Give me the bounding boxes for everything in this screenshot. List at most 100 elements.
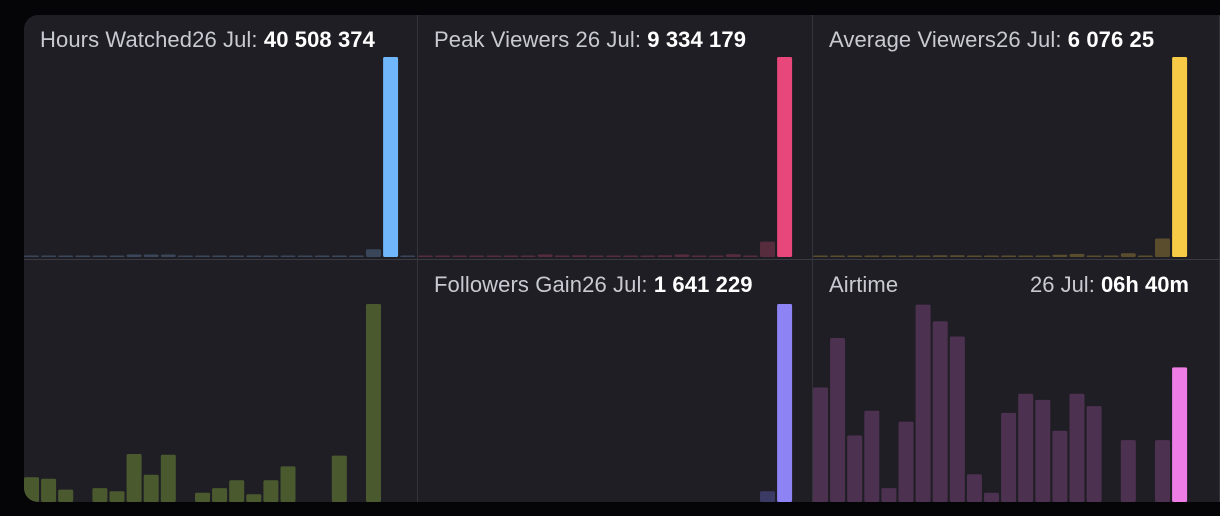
- chatters-bar[interactable]: [246, 494, 262, 502]
- hours-watched-bar[interactable]: [212, 255, 228, 258]
- average-viewers-bar[interactable]: [864, 255, 880, 258]
- hours-watched-bar[interactable]: [263, 255, 279, 258]
- hours-watched-bar[interactable]: [348, 255, 364, 258]
- airtime-bar[interactable]: [1172, 367, 1188, 502]
- chatters-bar[interactable]: [229, 480, 245, 502]
- chatters-bar[interactable]: [41, 478, 57, 502]
- average-viewers-bar[interactable]: [830, 255, 846, 258]
- average-viewers-bar[interactable]: [1001, 255, 1017, 258]
- followers-gain-bar[interactable]: [777, 304, 793, 502]
- hours-watched-bar[interactable]: [280, 255, 296, 258]
- chatters-bar[interactable]: [212, 488, 228, 502]
- chatters-bar[interactable]: [143, 474, 159, 502]
- airtime-bar[interactable]: [1069, 393, 1085, 502]
- hours-watched-bar[interactable]: [58, 255, 74, 258]
- average-viewers-bar[interactable]: [813, 255, 828, 258]
- peak-viewers-bar[interactable]: [640, 255, 656, 258]
- airtime-bar[interactable]: [813, 387, 828, 503]
- hours-watched-bar[interactable]: [297, 255, 313, 258]
- peak-viewers-bar[interactable]: [537, 254, 553, 258]
- airtime-bar[interactable]: [1086, 406, 1102, 502]
- peak-viewers-bar[interactable]: [554, 255, 570, 258]
- peak-viewers-bar[interactable]: [777, 57, 793, 257]
- average-viewers-bar[interactable]: [1103, 255, 1119, 258]
- airtime-bar[interactable]: [898, 421, 914, 502]
- peak-viewers-bar[interactable]: [623, 255, 639, 258]
- average-viewers-bar[interactable]: [984, 255, 999, 258]
- peak-viewers-bar[interactable]: [589, 255, 604, 258]
- peak-viewers-bar[interactable]: [503, 255, 519, 258]
- average-viewers-bar[interactable]: [1155, 238, 1170, 258]
- hours-watched-bar[interactable]: [92, 255, 108, 258]
- airtime-bar[interactable]: [1155, 440, 1170, 502]
- hours-watched-bar[interactable]: [109, 255, 125, 258]
- chatters-panel[interactable]: [24, 260, 417, 502]
- peak-viewers-bar[interactable]: [725, 254, 741, 257]
- average-viewers-bar[interactable]: [966, 255, 982, 258]
- average-viewers-bar[interactable]: [1120, 253, 1136, 257]
- average-viewers-bar[interactable]: [847, 255, 863, 258]
- chatters-bar[interactable]: [331, 455, 347, 502]
- chatters-bar[interactable]: [58, 489, 74, 502]
- peak-viewers-bar[interactable]: [674, 254, 690, 258]
- hours-watched-bar[interactable]: [314, 255, 330, 258]
- hours-watched-bar[interactable]: [24, 255, 39, 258]
- average-viewers-bar[interactable]: [932, 255, 948, 257]
- hours-watched-bar[interactable]: [366, 249, 381, 257]
- airtime-bar[interactable]: [864, 410, 880, 502]
- average-viewers-bar[interactable]: [1086, 255, 1102, 258]
- average-viewers-bar[interactable]: [915, 255, 931, 258]
- average-viewers-bar[interactable]: [1052, 254, 1068, 257]
- airtime-bar[interactable]: [966, 474, 982, 502]
- peak-viewers-bar[interactable]: [760, 241, 775, 257]
- hours-watched-bar[interactable]: [383, 57, 399, 257]
- hours-watched-bar[interactable]: [331, 255, 347, 258]
- peak-viewers-bar[interactable]: [571, 255, 587, 257]
- airtime-bar[interactable]: [1001, 412, 1017, 502]
- airtime-bar[interactable]: [830, 338, 846, 502]
- peak-viewers-bar[interactable]: [435, 255, 451, 258]
- peak-viewers-bar[interactable]: [486, 255, 502, 258]
- hours-watched-bar[interactable]: [143, 254, 159, 258]
- hours-watched-bar[interactable]: [400, 255, 416, 258]
- average-viewers-bar[interactable]: [1137, 255, 1153, 258]
- peak-viewers-bar[interactable]: [691, 255, 707, 258]
- chatters-bar[interactable]: [109, 491, 125, 502]
- peak-viewers-bar[interactable]: [418, 255, 433, 258]
- airtime-bar[interactable]: [949, 336, 965, 503]
- chatters-bar[interactable]: [366, 304, 381, 502]
- peak-viewers-bar[interactable]: [708, 255, 724, 258]
- average-viewers-bar[interactable]: [1018, 255, 1034, 258]
- peak-viewers-bar[interactable]: [452, 255, 468, 258]
- peak-viewers-bar[interactable]: [606, 255, 622, 258]
- chatters-bar[interactable]: [195, 492, 210, 502]
- chatters-bar[interactable]: [24, 477, 39, 502]
- followers-gain-bar[interactable]: [760, 491, 775, 502]
- chatters-bar[interactable]: [126, 454, 142, 502]
- followers-gain-panel[interactable]: Followers Gain26 Jul: 1 641 229: [418, 260, 812, 502]
- airtime-bar[interactable]: [881, 488, 897, 502]
- chatters-bar[interactable]: [92, 488, 108, 502]
- chatters-bar[interactable]: [160, 454, 176, 502]
- hours-watched-bar[interactable]: [246, 255, 262, 258]
- airtime-bar[interactable]: [932, 321, 948, 502]
- average-viewers-panel[interactable]: Average Viewers26 Jul: 6 076 25: [813, 15, 1219, 259]
- airtime-bar[interactable]: [915, 304, 931, 502]
- hours-watched-bar[interactable]: [195, 255, 210, 258]
- average-viewers-bar[interactable]: [1069, 253, 1085, 257]
- hours-watched-bar[interactable]: [160, 254, 176, 258]
- hours-watched-bar[interactable]: [75, 255, 91, 258]
- hours-watched-bar[interactable]: [41, 255, 57, 258]
- airtime-bar[interactable]: [1120, 440, 1136, 502]
- chatters-bar[interactable]: [280, 466, 296, 502]
- airtime-bar[interactable]: [847, 435, 863, 503]
- chatters-bar[interactable]: [263, 480, 279, 502]
- peak-viewers-bar[interactable]: [469, 255, 485, 258]
- peak-viewers-panel[interactable]: Peak Viewers 26 Jul: 9 334 179: [418, 15, 812, 259]
- average-viewers-bar[interactable]: [881, 255, 897, 258]
- average-viewers-bar[interactable]: [1172, 57, 1188, 257]
- hours-watched-bar[interactable]: [229, 255, 245, 258]
- peak-viewers-bar[interactable]: [657, 255, 673, 257]
- peak-viewers-bar[interactable]: [520, 255, 536, 258]
- average-viewers-bar[interactable]: [949, 255, 965, 257]
